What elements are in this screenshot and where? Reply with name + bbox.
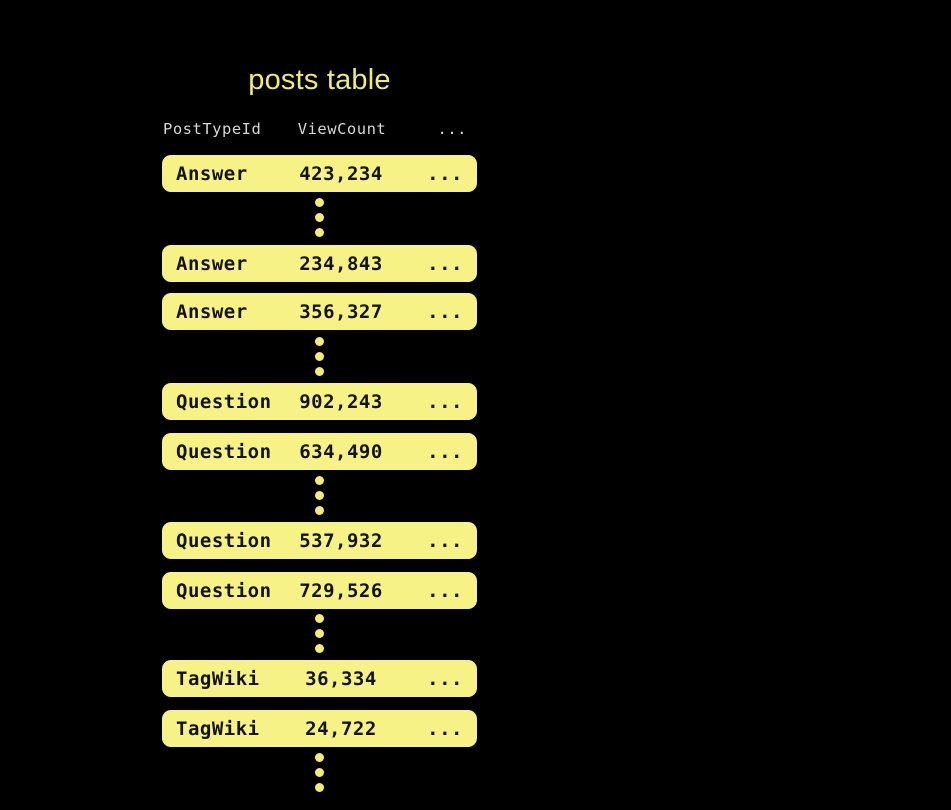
cell-view-count: 356,327 bbox=[299, 300, 383, 323]
ellipsis-dot bbox=[315, 337, 324, 346]
column-headers: PostTypeId ViewCount ... bbox=[162, 120, 477, 138]
ellipsis-dot bbox=[315, 644, 324, 653]
row-gap-ellipsis bbox=[162, 614, 477, 653]
cell-view-count: 902,243 bbox=[299, 390, 383, 413]
row-gap-ellipsis bbox=[162, 476, 477, 515]
table-row: Answer 356,327 ... bbox=[162, 293, 477, 330]
cell-view-count: 36,334 bbox=[305, 667, 377, 690]
cell-post-type-id: TagWiki bbox=[176, 667, 260, 690]
cell-post-type-id: Answer bbox=[176, 252, 248, 275]
cell-more: ... bbox=[427, 300, 463, 323]
table-row: TagWiki 36,334 ... bbox=[162, 660, 477, 697]
cell-more: ... bbox=[427, 667, 463, 690]
table-row: Question 902,243 ... bbox=[162, 383, 477, 420]
cell-view-count: 234,843 bbox=[299, 252, 383, 275]
cell-more: ... bbox=[427, 529, 463, 552]
ellipsis-dot bbox=[315, 367, 324, 376]
ellipsis-dot bbox=[315, 506, 324, 515]
cell-post-type-id: Question bbox=[176, 440, 272, 463]
ellipsis-dot bbox=[315, 476, 324, 485]
ellipsis-dot bbox=[315, 768, 324, 777]
column-header-view-count: ViewCount bbox=[297, 120, 387, 138]
ellipsis-dot bbox=[315, 614, 324, 623]
ellipsis-dot bbox=[315, 629, 324, 638]
column-header-post-type-id: PostTypeId bbox=[163, 120, 262, 138]
table-row: Question 729,526 ... bbox=[162, 572, 477, 609]
ellipsis-dot bbox=[315, 198, 324, 207]
cell-post-type-id: Question bbox=[176, 579, 272, 602]
cell-more: ... bbox=[427, 717, 463, 740]
cell-post-type-id: Question bbox=[176, 529, 272, 552]
cell-more: ... bbox=[427, 440, 463, 463]
cell-more: ... bbox=[427, 252, 463, 275]
cell-post-type-id: TagWiki bbox=[176, 717, 260, 740]
posts-table-diagram: posts table PostTypeId ViewCount ... Ans… bbox=[162, 0, 477, 810]
cell-more: ... bbox=[427, 390, 463, 413]
ellipsis-dot bbox=[315, 228, 324, 237]
cell-post-type-id: Answer bbox=[176, 162, 248, 185]
page-title: posts table bbox=[248, 64, 391, 96]
table-row: Question 634,490 ... bbox=[162, 433, 477, 470]
ellipsis-dot bbox=[315, 783, 324, 792]
ellipsis-dot bbox=[315, 491, 324, 500]
table-row: Answer 234,843 ... bbox=[162, 245, 477, 282]
column-header-more: ... bbox=[437, 120, 467, 138]
ellipsis-dot bbox=[315, 352, 324, 361]
cell-more: ... bbox=[427, 162, 463, 185]
cell-post-type-id: Answer bbox=[176, 300, 248, 323]
row-gap-ellipsis bbox=[162, 337, 477, 376]
cell-view-count: 24,722 bbox=[305, 717, 377, 740]
row-gap-ellipsis bbox=[162, 753, 477, 792]
row-gap-ellipsis bbox=[162, 198, 477, 237]
table-row: Answer 423,234 ... bbox=[162, 155, 477, 192]
table-row: Question 537,932 ... bbox=[162, 522, 477, 559]
cell-view-count: 423,234 bbox=[299, 162, 383, 185]
cell-view-count: 634,490 bbox=[299, 440, 383, 463]
cell-view-count: 537,932 bbox=[299, 529, 383, 552]
table-row: TagWiki 24,722 ... bbox=[162, 710, 477, 747]
cell-view-count: 729,526 bbox=[299, 579, 383, 602]
cell-post-type-id: Question bbox=[176, 390, 272, 413]
cell-more: ... bbox=[427, 579, 463, 602]
ellipsis-dot bbox=[315, 753, 324, 762]
ellipsis-dot bbox=[315, 213, 324, 222]
